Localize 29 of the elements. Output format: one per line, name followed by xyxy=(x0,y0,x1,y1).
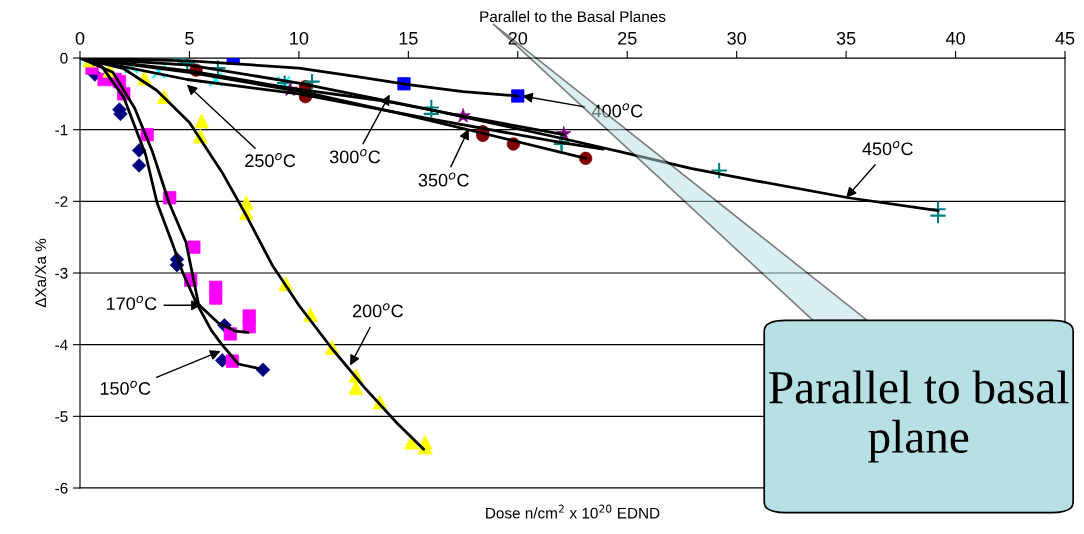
x-tick-label: 20 xyxy=(508,31,528,45)
annotation: 300$^{o}$C xyxy=(329,149,381,164)
annotation: 170$^{o}$C xyxy=(107,295,157,310)
annotation: 450$^{o}$C xyxy=(862,141,913,156)
y-tick-label: -6 xyxy=(55,482,68,494)
y-tick-label: -1 xyxy=(55,124,68,136)
y-tick-label: -5 xyxy=(55,411,68,423)
x-axis-title: Dose n/cm$^{2}$ x 10$^{20}$ EDND xyxy=(486,504,660,519)
y-tick-label: -4 xyxy=(55,339,68,351)
annotation: 350$^{o}$C xyxy=(418,172,469,187)
x-tick-label: 0 xyxy=(75,31,85,45)
x-tick-label: 45 xyxy=(1055,32,1075,45)
y-tick-label: 0 xyxy=(60,52,68,64)
x-tick-label: 25 xyxy=(618,31,637,45)
y-axis-title: ΔXa/Xa % xyxy=(34,238,47,308)
y-tick-label: -3 xyxy=(55,267,68,279)
x-tick-label: 35 xyxy=(836,31,856,45)
x-tick-label: 5 xyxy=(185,32,194,45)
x-tick-label: 40 xyxy=(945,31,965,45)
x-tick-label: 10 xyxy=(290,31,309,45)
annotation: Parallel to basal plane xyxy=(769,370,1069,463)
y-tick-label: -2 xyxy=(55,196,68,207)
x-tick-label: 15 xyxy=(399,32,418,45)
annotation: 150$^{o}$C xyxy=(100,380,151,395)
annotation: 250$^{o}$C xyxy=(245,152,296,168)
x-tick-label: 30 xyxy=(727,31,746,45)
annotation: 400$^{o}$C xyxy=(592,103,643,118)
annotation: 200$^{o}$C xyxy=(352,303,403,318)
chart-title: Parallel to the Basal Planes xyxy=(480,10,666,23)
